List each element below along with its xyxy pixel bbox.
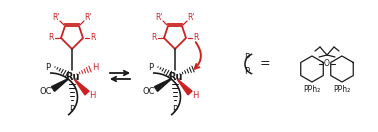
Text: R: R — [48, 34, 54, 43]
Text: R': R' — [155, 13, 163, 22]
Text: P: P — [149, 62, 153, 72]
Text: H: H — [192, 91, 198, 100]
Text: H: H — [92, 63, 98, 72]
Text: P: P — [245, 53, 249, 62]
Text: P: P — [70, 105, 74, 114]
Text: Ru: Ru — [168, 72, 182, 82]
Polygon shape — [51, 79, 68, 91]
Text: PPh₂: PPh₂ — [304, 86, 321, 95]
Polygon shape — [75, 80, 89, 95]
FancyArrowPatch shape — [195, 42, 201, 69]
Text: R': R' — [52, 13, 60, 22]
Text: R: R — [151, 34, 157, 43]
Polygon shape — [155, 79, 171, 91]
Text: =: = — [260, 58, 270, 70]
Text: O: O — [324, 60, 330, 69]
Polygon shape — [178, 80, 192, 95]
Text: PPh₂: PPh₂ — [333, 86, 351, 95]
Text: P: P — [45, 62, 51, 72]
Text: P: P — [172, 105, 178, 114]
Text: P: P — [245, 67, 249, 76]
Text: R': R' — [84, 13, 92, 22]
Text: R: R — [90, 34, 96, 43]
Text: OC: OC — [40, 86, 52, 95]
Text: OC: OC — [143, 86, 155, 95]
Text: R': R' — [187, 13, 195, 22]
Text: Ru: Ru — [65, 72, 79, 82]
Text: R: R — [193, 34, 199, 43]
Text: H: H — [89, 91, 95, 100]
